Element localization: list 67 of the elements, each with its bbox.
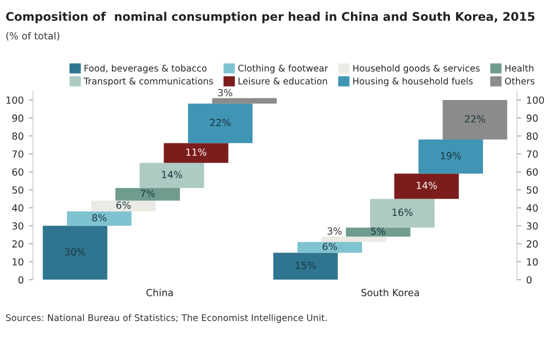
y-tick-label: 40	[12, 204, 24, 212]
bar	[297, 242, 362, 253]
data-label: 14%	[162, 170, 182, 178]
chart-subtitle: (% of total)	[6, 32, 60, 41]
legend-label: Food, beverages & tobacco	[84, 64, 207, 74]
bar	[188, 104, 253, 144]
data-label: 30%	[65, 248, 86, 256]
data-label: 8%	[92, 214, 106, 222]
y-tick-label: 60	[12, 168, 24, 176]
bar	[140, 162, 204, 188]
y2-tick-label: 80	[526, 132, 538, 140]
bar	[273, 252, 338, 280]
data-label: 11%	[186, 148, 206, 156]
data-label: 7%	[140, 190, 155, 198]
y-tick-label: 0	[18, 276, 24, 284]
bar	[212, 98, 277, 104]
y2-tick-label: 90	[526, 114, 538, 122]
bar	[322, 236, 386, 242]
y-tick-label: 50	[12, 186, 24, 194]
y2-tick-label: 50	[526, 186, 538, 194]
data-label: 6%	[322, 242, 337, 250]
y2-tick-label: 60	[526, 168, 538, 176]
data-label: 3%	[328, 227, 342, 235]
y2-tick-label: 40	[526, 204, 538, 212]
data-label: 19%	[441, 152, 462, 160]
y2-tick-label: 20	[526, 240, 538, 248]
x-tick-label: South Korea	[361, 288, 419, 296]
y-tick-label: 90	[12, 114, 24, 122]
data-label: 16%	[392, 208, 413, 216]
data-label: 22%	[210, 118, 231, 126]
x-tick-label: China	[146, 288, 173, 296]
y2-tick-label: 70	[526, 150, 538, 158]
data-label: 22%	[464, 115, 486, 123]
y2-tick-label: 30	[526, 222, 538, 230]
legend-label: Health	[505, 64, 534, 72]
bar	[346, 228, 410, 237]
source-note: Sources: National Bureau of Statistics; The Economist Intelligence Unit.	[6, 314, 327, 323]
legend-label: Household goods & services	[353, 64, 480, 74]
y-tick-label: 100	[6, 96, 24, 104]
y2-tick-label: 10	[527, 258, 538, 266]
y-tick-label: 70	[12, 150, 24, 158]
legend-label: Clothing & footwear	[238, 64, 328, 74]
bar	[418, 140, 484, 174]
bar	[394, 174, 459, 199]
chart-title: Composition of nominal consumption per head in China and South Korea, 2015	[6, 12, 534, 24]
bar	[115, 188, 180, 201]
legend-label: Others	[504, 78, 534, 84]
data-label: 14%	[416, 182, 437, 190]
bar	[164, 143, 228, 163]
data-label: 5%	[371, 228, 386, 235]
legend-label: Housing & household fuels	[353, 78, 473, 86]
bar	[370, 198, 435, 228]
y-tick-label: 10	[12, 258, 24, 266]
y2-tick-label: 0	[526, 276, 532, 284]
data-label: 3%	[218, 88, 232, 96]
bar	[66, 211, 132, 226]
data-label: 6%	[116, 201, 131, 209]
bar	[91, 200, 156, 212]
legend-label: Leisure & education	[238, 78, 327, 84]
y2-tick-label: 100	[527, 96, 544, 104]
y-tick-label: 30	[12, 222, 24, 230]
bar	[42, 226, 108, 280]
legend-label: Transport & communications	[84, 78, 213, 86]
y-tick-label: 20	[12, 240, 24, 248]
y-tick-label: 80	[12, 132, 24, 140]
data-label: 15%	[296, 262, 316, 270]
bar	[442, 100, 508, 140]
